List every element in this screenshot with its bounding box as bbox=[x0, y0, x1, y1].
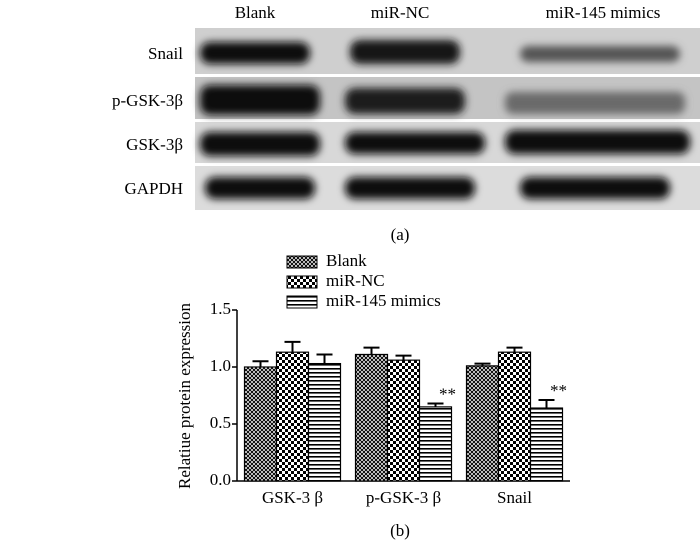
bar bbox=[243, 366, 278, 482]
legend-swatch bbox=[286, 275, 318, 289]
error-line bbox=[538, 399, 555, 409]
error-bar bbox=[506, 346, 523, 353]
row-label: Snail bbox=[148, 44, 183, 63]
column-label: miR-145 mimics bbox=[546, 3, 661, 22]
error-bar bbox=[252, 360, 269, 367]
legend-label: miR-NC bbox=[326, 271, 385, 290]
error-bar bbox=[427, 402, 444, 407]
error-line bbox=[284, 340, 301, 353]
y-tick-label: 1.0 bbox=[210, 356, 231, 375]
y-tick-label: 0.5 bbox=[210, 413, 231, 432]
row-label: GSK-3β bbox=[126, 135, 183, 154]
error-bar bbox=[395, 354, 412, 361]
significance-marker: ** bbox=[550, 381, 567, 400]
x-tick-label: p-GSK-3 β bbox=[366, 488, 441, 507]
bar bbox=[497, 351, 532, 482]
bar bbox=[275, 351, 310, 482]
error-line bbox=[395, 354, 412, 361]
legend-label: miR-145 mimics bbox=[326, 291, 441, 310]
error-line bbox=[252, 360, 269, 367]
x-tick-label: GSK-3 β bbox=[262, 488, 323, 507]
legend-label: Blank bbox=[326, 251, 367, 270]
error-bar bbox=[316, 353, 333, 364]
column-label: Blank bbox=[235, 3, 276, 22]
error-bar bbox=[363, 346, 380, 355]
legend-swatch bbox=[286, 295, 318, 309]
legend-swatch bbox=[286, 255, 318, 269]
column-label: miR-NC bbox=[371, 3, 430, 22]
x-tick-label: Snail bbox=[497, 488, 532, 507]
bar bbox=[465, 365, 500, 482]
bands bbox=[200, 40, 690, 199]
error-bar bbox=[284, 340, 301, 353]
bar bbox=[529, 407, 564, 482]
error-line bbox=[506, 346, 523, 353]
significance-marker: ** bbox=[439, 384, 456, 403]
error-line bbox=[474, 362, 491, 366]
y-tick-label: 1.5 bbox=[210, 299, 231, 318]
caption: (a) bbox=[391, 225, 410, 244]
bar bbox=[418, 406, 453, 482]
bar bbox=[307, 362, 342, 482]
row-label: GAPDH bbox=[124, 179, 183, 198]
error-line bbox=[316, 353, 333, 364]
blot: Blank miR-NC miR-145 mimics Snail p-GSK-… bbox=[112, 3, 700, 244]
y-tick-label: 0.0 bbox=[210, 470, 231, 489]
error-bar bbox=[538, 399, 555, 409]
row-label: p-GSK-3β bbox=[112, 91, 183, 110]
y-axis-label: Relatiue protein expression bbox=[175, 303, 194, 490]
bar bbox=[386, 359, 421, 482]
bar bbox=[354, 353, 389, 482]
caption: (b) bbox=[390, 521, 410, 540]
error-bar bbox=[474, 362, 491, 366]
error-line bbox=[363, 346, 380, 355]
error-line bbox=[427, 402, 444, 407]
